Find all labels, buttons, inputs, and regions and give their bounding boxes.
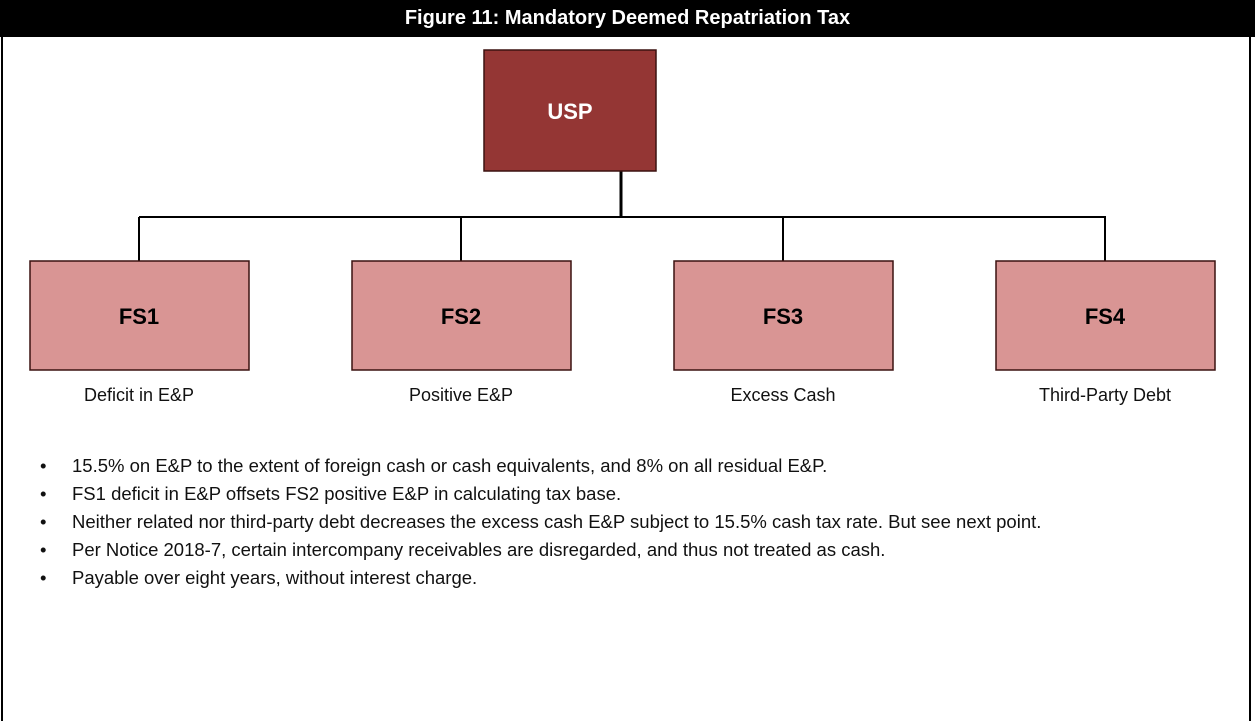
child-label: FS1 [119,304,159,329]
child-box [995,260,1216,371]
bullet: FS1 deficit in E&P offsets FS2 positive … [28,480,1238,507]
bullet: 15.5% on E&P to the extent of foreign ca… [28,452,1238,479]
child-box [29,260,250,371]
bullet-list: 15.5% on E&P to the extent of foreign ca… [28,452,1238,592]
figure-title: Figure 11: Mandatory Deemed Repatriation… [0,0,1255,37]
org-chart: USP FS1 Deficit in E&P FS2 Positive E&P FS3 E… [29,49,1216,405]
root-box [483,49,657,172]
child-label: FS3 [763,304,803,329]
child-box [351,260,572,371]
child-label: FS2 [441,304,481,329]
root-label: USP [547,99,592,124]
child-caption: Positive E&P [409,385,513,405]
bullet: Per Notice 2018-7, certain intercompany … [28,536,1238,563]
child-caption: Third-Party Debt [1039,385,1171,405]
bullet: Payable over eight years, without intere… [28,564,1238,591]
child-caption: Deficit in E&P [84,385,194,405]
child-box [673,260,894,371]
child-caption: Excess Cash [730,385,835,405]
bullet: Neither related nor third-party debt dec… [28,508,1238,535]
child-label: FS4 [1085,304,1126,329]
